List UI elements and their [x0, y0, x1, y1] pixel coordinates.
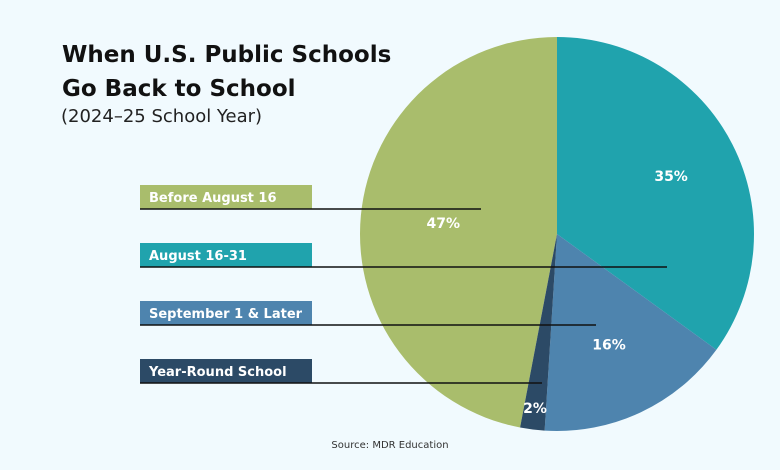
- legend-swatch-august-16-31: [140, 243, 312, 267]
- data-label-september-1-later: 16%: [592, 338, 626, 354]
- legend-swatch-year-round-school: [140, 359, 312, 383]
- pie-slices: [359, 36, 754, 431]
- data-label-august-16-31: 35%: [654, 169, 688, 185]
- legend: Before August 16 August 16-31 September 1 …: [140, 185, 667, 384]
- data-label-year-round-school: 2%: [523, 401, 547, 417]
- chart-subtitle: (2024–25 School Year): [61, 106, 263, 127]
- pie-slice-september-1-later: [544, 234, 717, 431]
- data-label-before-august-16: 47%: [426, 216, 460, 232]
- chart-title: When U.S. Public Schools Go Back to Scho…: [62, 42, 392, 102]
- source-note: Source: MDR Education: [331, 440, 449, 451]
- legend-label-august-16-31: August 16-31: [149, 249, 247, 264]
- legend-swatch-september-1-later: [140, 301, 312, 325]
- legend-label-before-august-16: Before August 16: [149, 191, 277, 206]
- slice-labels: 47% 35% 16% 2%: [426, 169, 687, 417]
- pie-slice-year-round-school: [520, 234, 557, 431]
- legend-label-september-1-later: September 1 & Later: [149, 307, 303, 322]
- pie-slice-before-august-16: [359, 36, 557, 428]
- legend-swatch-before-august-16: [140, 185, 312, 209]
- pie-slice-august-16-31: [557, 37, 754, 350]
- legend-label-year-round-school: Year-Round School: [148, 365, 287, 380]
